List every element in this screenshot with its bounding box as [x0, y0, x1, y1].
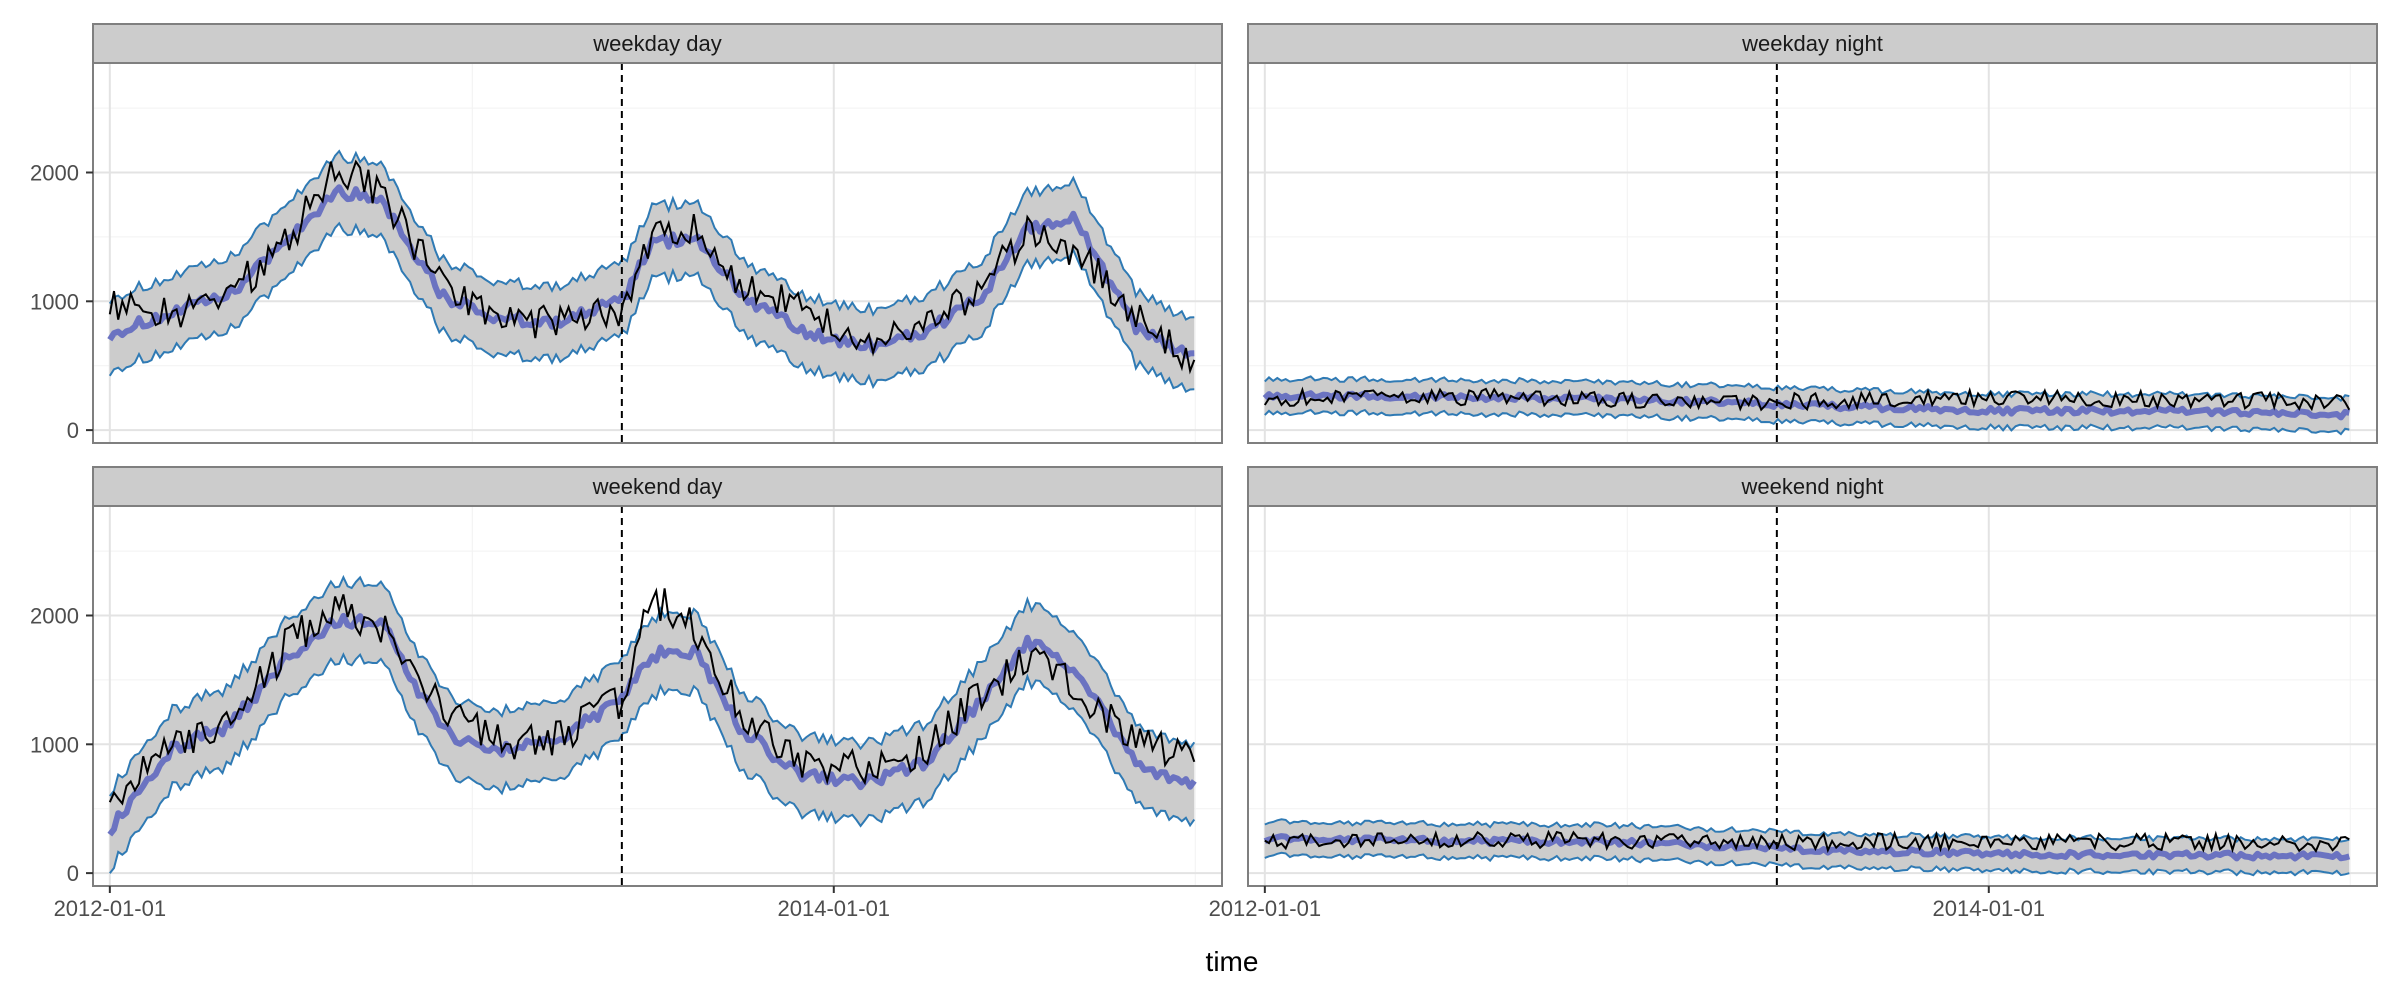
interval-lower-line — [1264, 408, 2350, 436]
x-tick-label: 2012-01-01 — [54, 896, 167, 921]
facet-panel: weekend night 2012-01-01 2014-01-01 — [1209, 466, 2378, 921]
interval-upper-line — [1264, 375, 2350, 403]
facet-title: weekday night — [1741, 31, 1883, 56]
facet-strip — [1247, 466, 2378, 507]
y-tick-label: 2000 — [30, 160, 79, 185]
interval-lower-line — [109, 652, 1196, 874]
panel-background — [1248, 63, 2377, 443]
observed-line — [108, 159, 1196, 375]
observed-line — [1264, 829, 2350, 854]
predicted-line — [1263, 833, 2351, 862]
x-tick-label: 2014-01-01 — [778, 896, 891, 921]
observed-line — [108, 587, 1196, 806]
observed-line — [1263, 386, 2351, 412]
facet-strip — [92, 23, 1223, 64]
facet-panel: weekend day 0 1000 2000 2012-01-01 2014-01-01 — [30, 466, 1223, 921]
facet-title: weekday day — [592, 31, 721, 56]
interval-upper-line — [108, 149, 1195, 321]
x-axis-title: time — [1206, 946, 1259, 977]
panel-background — [1248, 506, 2377, 886]
x-tick-label: 2012-01-01 — [1209, 896, 1322, 921]
y-tick-label: 2000 — [30, 603, 79, 628]
facet-title: weekend day — [592, 474, 723, 499]
y-tick-label: 0 — [67, 418, 79, 443]
facet-strip — [1247, 23, 2378, 64]
facet-title: weekend night — [1741, 474, 1884, 499]
predicted-line — [107, 612, 1197, 837]
x-tick-label: 2014-01-01 — [1933, 896, 2046, 921]
prediction-interval-ribbon — [1264, 819, 2350, 876]
facet-panel: weekday night — [1247, 23, 2378, 444]
interval-lower-line — [108, 221, 1195, 393]
y-tick-label: 1000 — [30, 732, 79, 757]
prediction-interval-ribbon — [109, 577, 1195, 874]
interval-lower-line — [1264, 851, 2350, 877]
facet-panel: weekday day 0 1000 2000 — [30, 23, 1223, 444]
y-tick-label: 0 — [67, 861, 79, 886]
y-tick-label: 1000 — [30, 289, 79, 314]
facet-strip — [92, 466, 1223, 507]
interval-upper-line — [109, 574, 1196, 797]
